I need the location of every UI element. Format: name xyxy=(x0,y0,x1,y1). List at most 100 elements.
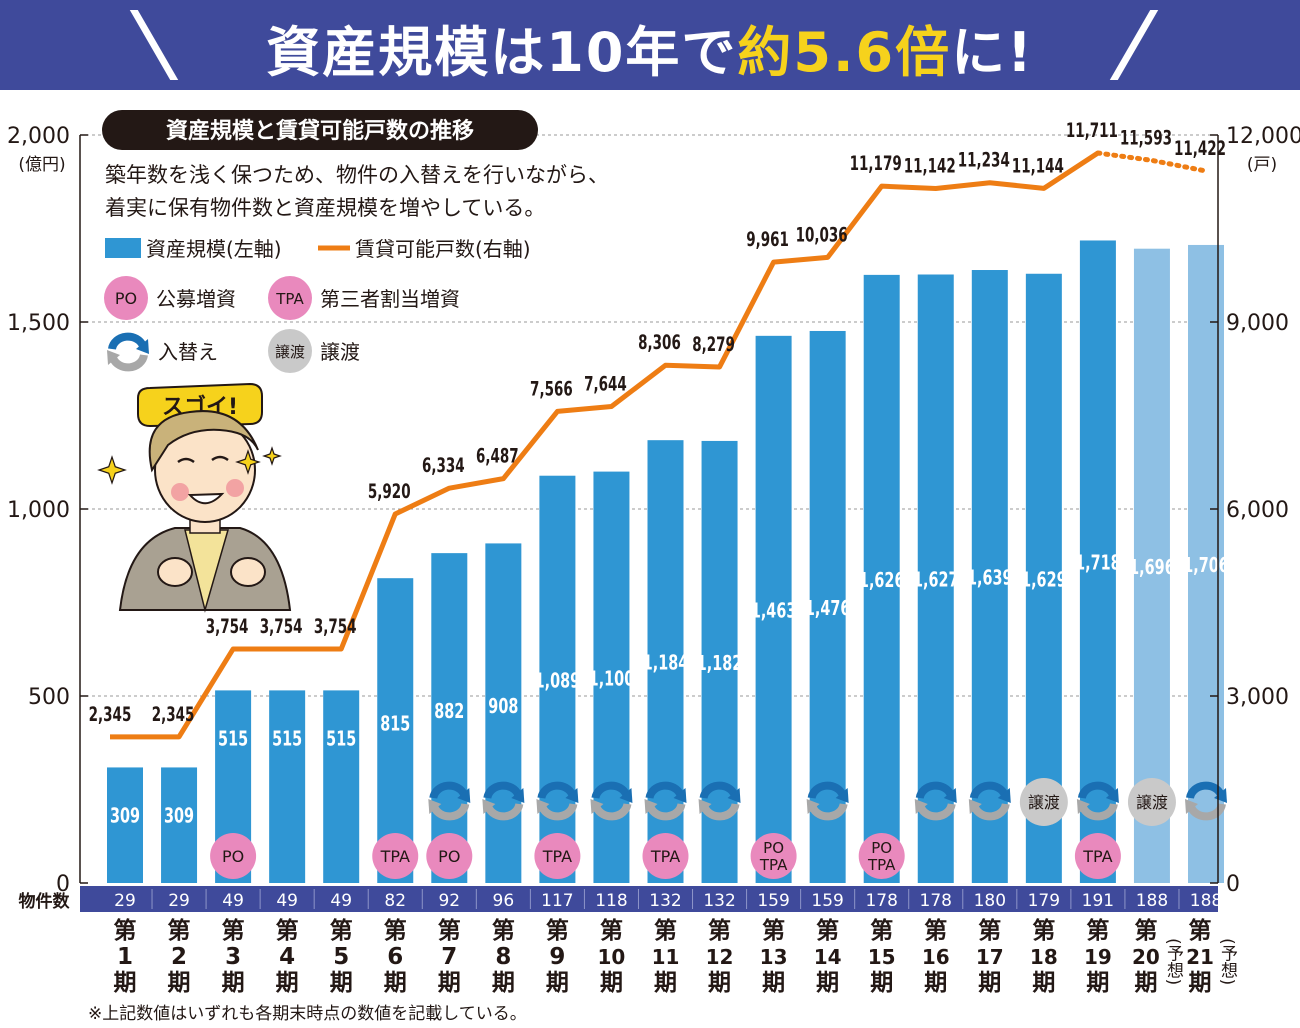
property-count-7: 96 xyxy=(493,891,515,911)
property-count-3: 49 xyxy=(276,891,298,911)
financing-badge-text-5-0: PO xyxy=(763,839,784,857)
category-labels: 第1期第2期第3期第4期第5期第6期第7期第8期第9期第10期第11期第12期第… xyxy=(88,917,1238,1024)
category-label-11-1: 12 xyxy=(706,945,734,969)
sparkle-right-1 xyxy=(235,449,261,475)
category-label-13-0: 第 xyxy=(816,917,839,944)
financing-badge-text-3: TPA xyxy=(542,847,572,866)
forecast-suffix-19: (予想) xyxy=(1163,938,1184,985)
legend-swap-icon-arrowhead-bottom xyxy=(107,350,120,365)
financing-badge-2 xyxy=(426,833,473,879)
legend-line-label: 賃貸可能戸数(右軸) xyxy=(355,237,531,261)
category-label-0-0: 第 xyxy=(114,917,137,944)
swap-icon-2-arrow-bottom xyxy=(538,803,578,821)
category-label-20-1: 21 xyxy=(1186,945,1214,969)
line-value-label-12: 9,961 xyxy=(746,227,789,250)
right-tick-label-4: 12,000 xyxy=(1226,124,1300,149)
category-label-6-0: 第 xyxy=(438,917,461,944)
category-label-20-0: 第 xyxy=(1189,917,1212,944)
swap-icon-6 xyxy=(806,781,849,821)
financing-badge-6 xyxy=(858,833,905,879)
category-label-0-2: 期 xyxy=(114,970,137,996)
category-label-20-2: 期 xyxy=(1189,970,1212,996)
property-count-19: 188 xyxy=(1136,891,1168,911)
swap-icon-8-arrow-bottom xyxy=(971,803,1010,821)
bar-6 xyxy=(431,553,468,883)
swap-icon-2-arrowhead-top xyxy=(565,788,579,803)
swap-icon-4-arrowhead-top xyxy=(673,788,687,803)
property-count-6: 92 xyxy=(438,891,460,911)
financing-badge-4 xyxy=(642,833,689,879)
swap-icon-2-arrowhead-bottom xyxy=(536,799,550,814)
bar-value-label-5: 815 xyxy=(380,712,410,736)
legend-transfer-badge-text: 譲渡 xyxy=(275,343,305,361)
swap-icon-5-arrowhead-bottom xyxy=(698,799,712,814)
category-label-1-2: 期 xyxy=(168,970,191,996)
bar-value-label-0: 309 xyxy=(110,804,140,828)
category-label-3-2: 期 xyxy=(276,970,299,996)
category-label-19-0: 第 xyxy=(1134,917,1157,944)
property-count-20: 188 xyxy=(1190,891,1222,911)
bar-19 xyxy=(1133,248,1170,884)
banner-title-suffix: に! xyxy=(951,21,1034,84)
swap-icon-9-arrow-top xyxy=(1077,781,1117,799)
line-value-label-2: 3,754 xyxy=(206,614,249,637)
sparkle-left xyxy=(97,455,127,485)
transfer-badge-1 xyxy=(1127,778,1176,826)
category-label-14-2: 期 xyxy=(870,970,893,996)
legend-po-label: 公募増資 xyxy=(156,287,236,311)
category-label-16-2: 期 xyxy=(978,970,1001,996)
category-label-0-1: 1 xyxy=(117,944,133,970)
line-value-label-7: 6,487 xyxy=(476,444,519,467)
swap-icon-0 xyxy=(428,781,471,821)
category-label-5-0: 第 xyxy=(384,917,407,944)
property-count-16: 180 xyxy=(974,891,1006,911)
swap-icon-6-arrowhead-top xyxy=(835,788,849,803)
financing-badge-5 xyxy=(750,833,797,879)
forecast-suffix-20: (予想) xyxy=(1217,938,1238,985)
category-label-10-2: 期 xyxy=(654,970,677,996)
category-label-1-1: 2 xyxy=(171,944,187,970)
financing-badge-text-7: TPA xyxy=(1082,847,1112,866)
line-value-label-4: 3,754 xyxy=(314,614,357,637)
property-count-11: 132 xyxy=(703,891,735,911)
property-count-9: 118 xyxy=(595,891,627,911)
bar-value-label-11: 1,182 xyxy=(697,651,743,675)
bar-14 xyxy=(863,274,900,884)
swap-icon-4-arrowhead-bottom xyxy=(644,799,658,814)
header-banner: 資産規模は10年で約5.6倍に! xyxy=(0,0,1300,90)
category-label-5-1: 6 xyxy=(387,944,403,970)
line-value-label-3: 3,754 xyxy=(260,614,303,637)
category-label-15-1: 16 xyxy=(922,945,950,969)
swap-icon-1-arrowhead-bottom xyxy=(482,799,496,814)
mascot-hair xyxy=(148,410,259,473)
legend-swap-icon-arrow-top xyxy=(108,332,147,350)
financing-badge-7 xyxy=(1074,833,1121,879)
bar-value-label-18: 1,718 xyxy=(1075,551,1121,575)
banner-title-highlight: 約5.6倍 xyxy=(737,21,952,84)
bar-4 xyxy=(323,690,360,883)
chart-subtitle-line-1: 着実に保有物件数と資産規模を増やしている。 xyxy=(105,196,545,220)
property-count-4: 49 xyxy=(330,891,352,911)
category-label-13-2: 期 xyxy=(816,970,839,996)
category-label-6-1: 7 xyxy=(441,944,457,970)
right-tick-label-3: 9,000 xyxy=(1226,311,1289,336)
bar-value-label-2: 515 xyxy=(218,727,248,751)
category-label-17-0: 第 xyxy=(1032,917,1055,944)
category-label-17-1: 18 xyxy=(1030,945,1058,969)
mascot-cheek-left xyxy=(171,483,189,501)
bar-value-label-3: 515 xyxy=(272,727,302,751)
category-label-14-1: 15 xyxy=(868,945,896,969)
left-tick-label-2: 1,000 xyxy=(7,498,70,523)
category-label-16-1: 17 xyxy=(976,945,1004,969)
financing-badge-3 xyxy=(534,833,581,879)
legend-swap-icon-arrowhead-top xyxy=(136,339,149,354)
swap-icon-6-arrow-top xyxy=(807,781,847,799)
category-label-8-2: 期 xyxy=(546,970,569,996)
category-label-15-2: 期 xyxy=(924,970,947,996)
swap-icon-8 xyxy=(968,781,1011,821)
category-label-19-2: 期 xyxy=(1134,970,1157,996)
axes: 0 500 1,000 1,500 2,000 0 3,000 6,000 9,000 12,00… xyxy=(7,124,1300,897)
legend-tpa-badge-text: TPA xyxy=(275,290,304,308)
